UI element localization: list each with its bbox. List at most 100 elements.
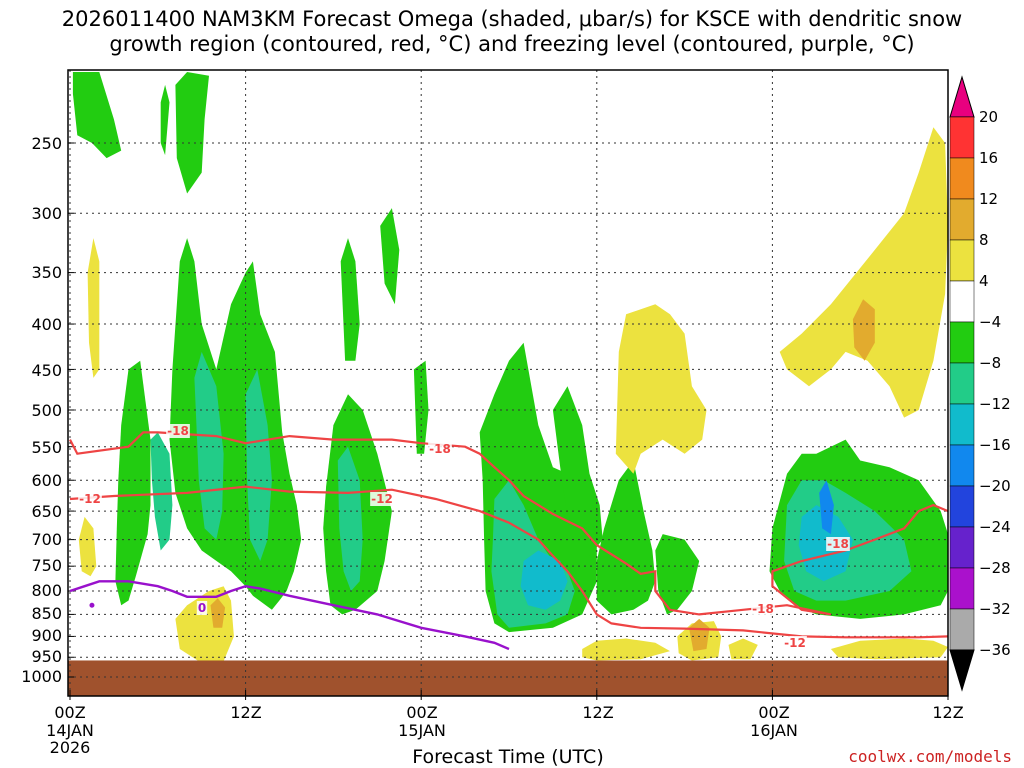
contour-label-bg — [166, 424, 190, 438]
terrain — [68, 660, 948, 696]
terrain-band — [68, 660, 948, 696]
omega-region — [160, 84, 170, 156]
omega-region — [87, 238, 100, 378]
y-axis: 250 300 350 400 450 500 550 600 650 700 … — [21, 134, 62, 686]
y-tick-label: 900 — [31, 626, 62, 645]
contour-label: -12 — [79, 492, 101, 506]
colorbar-segment — [949, 116, 975, 159]
freezing-level-contour — [69, 580, 510, 651]
colorbar-label: −4 — [979, 313, 1001, 331]
contours — [69, 431, 949, 651]
y-tick-label: 400 — [31, 315, 62, 334]
colorbar-segment — [949, 362, 975, 405]
omega-region — [830, 638, 948, 660]
omega-region — [78, 516, 97, 577]
colorbar-label: −32 — [979, 600, 1011, 618]
colorbar-arrow-bottom — [949, 649, 975, 692]
contour-label: 0 — [198, 601, 206, 615]
plot-area: -18 -18 -12 -12 -18 -18 -12 0 — [67, 69, 949, 700]
y-tick-label: 250 — [31, 134, 62, 153]
colorbar-label: −12 — [979, 395, 1011, 413]
omega-region — [520, 550, 568, 610]
colorbar-segment — [949, 198, 975, 241]
colorbar-label: −16 — [979, 436, 1011, 454]
omega-region — [340, 238, 360, 361]
chart-title-line2: growth region (contoured, red, °C) and f… — [109, 32, 914, 56]
x-tick-date: 14JAN — [46, 721, 94, 740]
contour-label: -12 — [371, 492, 393, 506]
contour-label: -18 — [167, 424, 189, 438]
x-tick-label: 00Z — [54, 703, 85, 722]
contour-label: -18 — [827, 537, 849, 551]
y-tick-label: 800 — [31, 581, 62, 600]
contour-labels: -18 -18 -12 -12 -18 -18 -12 0 — [78, 424, 850, 650]
credit-text: coolwx.com/models — [848, 747, 1012, 766]
x-tick-label: 12Z — [582, 703, 613, 722]
omega-region — [798, 505, 853, 582]
contour-label-bg — [370, 492, 394, 506]
plot-frame — [67, 69, 949, 697]
contour-label-bg — [826, 537, 850, 551]
chart-title-line1: 2026011400 NAM3KM Forecast Omega (shaded… — [62, 7, 962, 31]
omega-region — [380, 208, 400, 305]
colorbar-segment — [949, 280, 975, 323]
omega-region — [615, 304, 707, 474]
contour-label: -12 — [784, 636, 806, 650]
colorbar-segment — [949, 485, 975, 528]
y-tick-label: 500 — [31, 401, 62, 420]
omega-region — [552, 386, 603, 556]
omega-region — [72, 72, 122, 159]
contour-label-bg — [783, 636, 807, 650]
contour-label: -18 — [752, 602, 774, 616]
colorbar-segment — [949, 444, 975, 487]
colorbar: 20 16 12 8 4 −4 −8 −12 −16 −20 −24 −28 −… — [949, 75, 1011, 692]
y-tick-label: 600 — [31, 471, 62, 490]
colorbar-label: −28 — [979, 559, 1011, 577]
y-tick-label: 850 — [31, 604, 62, 623]
omega-region — [655, 534, 700, 615]
x-axis-title: Forecast Time (UTC) — [412, 746, 603, 768]
colorbar-segment — [949, 526, 975, 569]
colorbar-segment — [949, 239, 975, 282]
omega-region — [194, 351, 224, 540]
y-tick-label: 350 — [31, 263, 62, 282]
omega-region — [779, 127, 948, 418]
x-tick-label: 00Z — [758, 703, 789, 722]
colorbar-segment — [949, 403, 975, 446]
y-tick-label: 650 — [31, 502, 62, 521]
colorbar-label: 4 — [979, 272, 989, 290]
colorbar-label: 12 — [979, 190, 998, 208]
colorbar-segment — [949, 321, 975, 364]
y-tick-label: 1000 — [21, 667, 62, 686]
colorbar-label: −8 — [979, 354, 1001, 372]
contour-label-bg — [751, 602, 775, 616]
y-tick-label: 550 — [31, 438, 62, 457]
omega-shading — [72, 72, 948, 662]
x-tick-label: 12Z — [932, 703, 963, 722]
omega-region — [245, 369, 272, 561]
colorbar-label: 16 — [979, 149, 998, 167]
omega-region — [582, 638, 670, 661]
dgz-minus12-contour — [69, 485, 949, 639]
colorbar-label: 20 — [979, 108, 998, 126]
omega-region — [596, 460, 656, 615]
colorbar-segment — [949, 157, 975, 200]
colorbar-label: 8 — [979, 231, 989, 249]
y-tick-label: 950 — [31, 647, 62, 666]
omega-region — [819, 480, 834, 535]
x-tick-year: 2026 — [50, 738, 91, 757]
omega-region — [210, 598, 226, 628]
y-tick-label: 450 — [31, 361, 62, 380]
omega-region — [115, 360, 151, 606]
x-tick-label: 12Z — [230, 703, 261, 722]
y-tick-label: 750 — [31, 556, 62, 575]
contour-label-bg — [196, 601, 208, 615]
y-tick-label: 700 — [31, 530, 62, 549]
colorbar-segment — [949, 608, 975, 651]
y-tick-label: 300 — [31, 204, 62, 223]
colorbar-label: −24 — [979, 518, 1011, 536]
x-tick-date: 15JAN — [398, 721, 446, 740]
contour-label-bg — [428, 442, 452, 456]
colorbar-label: −36 — [979, 641, 1011, 659]
omega-region — [689, 618, 710, 652]
